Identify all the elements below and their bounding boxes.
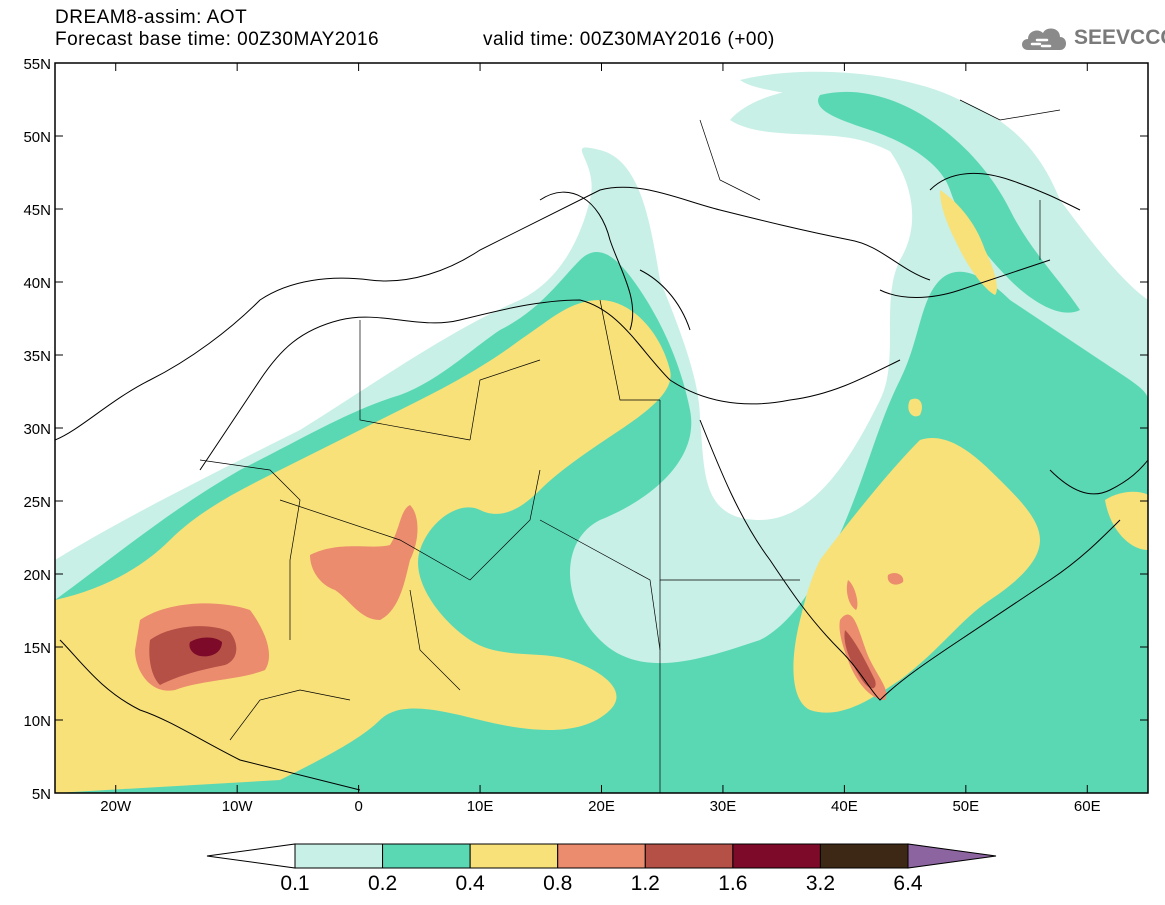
lon-tick-label: 30E	[710, 798, 737, 815]
lon-tick-label: 10E	[467, 798, 494, 815]
colorbar-label: 0.2	[368, 872, 397, 895]
lon-tick-label: 10W	[222, 798, 254, 815]
colorbar-swatch	[732, 843, 821, 869]
colorbar-swatch	[644, 843, 734, 869]
seevccc-logo: SEEVCCC	[1018, 22, 1165, 54]
colorbar-swatch	[819, 843, 909, 869]
colorbar-label: 3.2	[806, 872, 835, 895]
colorbar: 0.1 0.2 0.4 0.8 1.2 1.6 3.2 6.4	[206, 843, 997, 895]
lat-tick-label: 5N	[32, 786, 51, 803]
lat-tick-label: 40N	[23, 275, 51, 292]
lat-tick-label: 15N	[23, 640, 51, 657]
country-borders	[199, 99, 1061, 793]
lon-tick-label: 60E	[1074, 798, 1101, 815]
cloud-icon	[1022, 28, 1066, 50]
lon-tick-label: 40E	[831, 798, 858, 815]
colorbar-label: 6.4	[893, 872, 923, 895]
lat-tick-label: 25N	[23, 494, 51, 511]
lon-tick-label: 0	[354, 798, 362, 815]
lon-tick-label: 50E	[952, 798, 979, 815]
colorbar-label: 0.4	[456, 872, 486, 895]
map-title: DREAM8-assim: AOT	[55, 7, 248, 28]
longitude-axis: 20W 10W 0 10E 20E 30E 40E 50E 60E	[100, 63, 1101, 815]
colorbar-label: 0.1	[280, 872, 309, 895]
lon-tick-label: 20W	[100, 798, 132, 815]
colorbar-arrow-low	[206, 843, 296, 869]
latitude-axis: 55N 50N 45N 40N 35N 30N 25N 20N 15N 10N 5N	[23, 56, 1148, 803]
valid-time-label: valid time: 00Z30MAY2016 (+00)	[483, 29, 775, 50]
lat-tick-label: 45N	[23, 202, 51, 219]
colorbar-swatch	[469, 843, 559, 869]
coastlines	[55, 172, 1148, 791]
lat-tick-label: 55N	[23, 56, 51, 73]
lat-tick-label: 20N	[23, 567, 51, 584]
colorbar-swatch	[294, 843, 384, 869]
aot-level-1.6	[189, 637, 222, 657]
colorbar-arrow-high	[907, 843, 997, 869]
colorbar-swatch	[557, 843, 646, 869]
colorbar-label: 1.6	[718, 872, 747, 895]
lat-tick-label: 30N	[23, 421, 51, 438]
colorbar-label: 0.8	[543, 872, 572, 895]
lon-tick-label: 20E	[588, 798, 615, 815]
colorbar-swatch	[382, 843, 471, 869]
colorbar-label: 1.2	[631, 872, 660, 895]
logo-text: SEEVCCC	[1074, 26, 1165, 49]
lat-tick-label: 35N	[23, 348, 51, 365]
lat-tick-label: 10N	[23, 713, 51, 730]
lat-tick-label: 50N	[23, 129, 51, 146]
base-time-label: Forecast base time: 00Z30MAY2016	[55, 29, 380, 50]
